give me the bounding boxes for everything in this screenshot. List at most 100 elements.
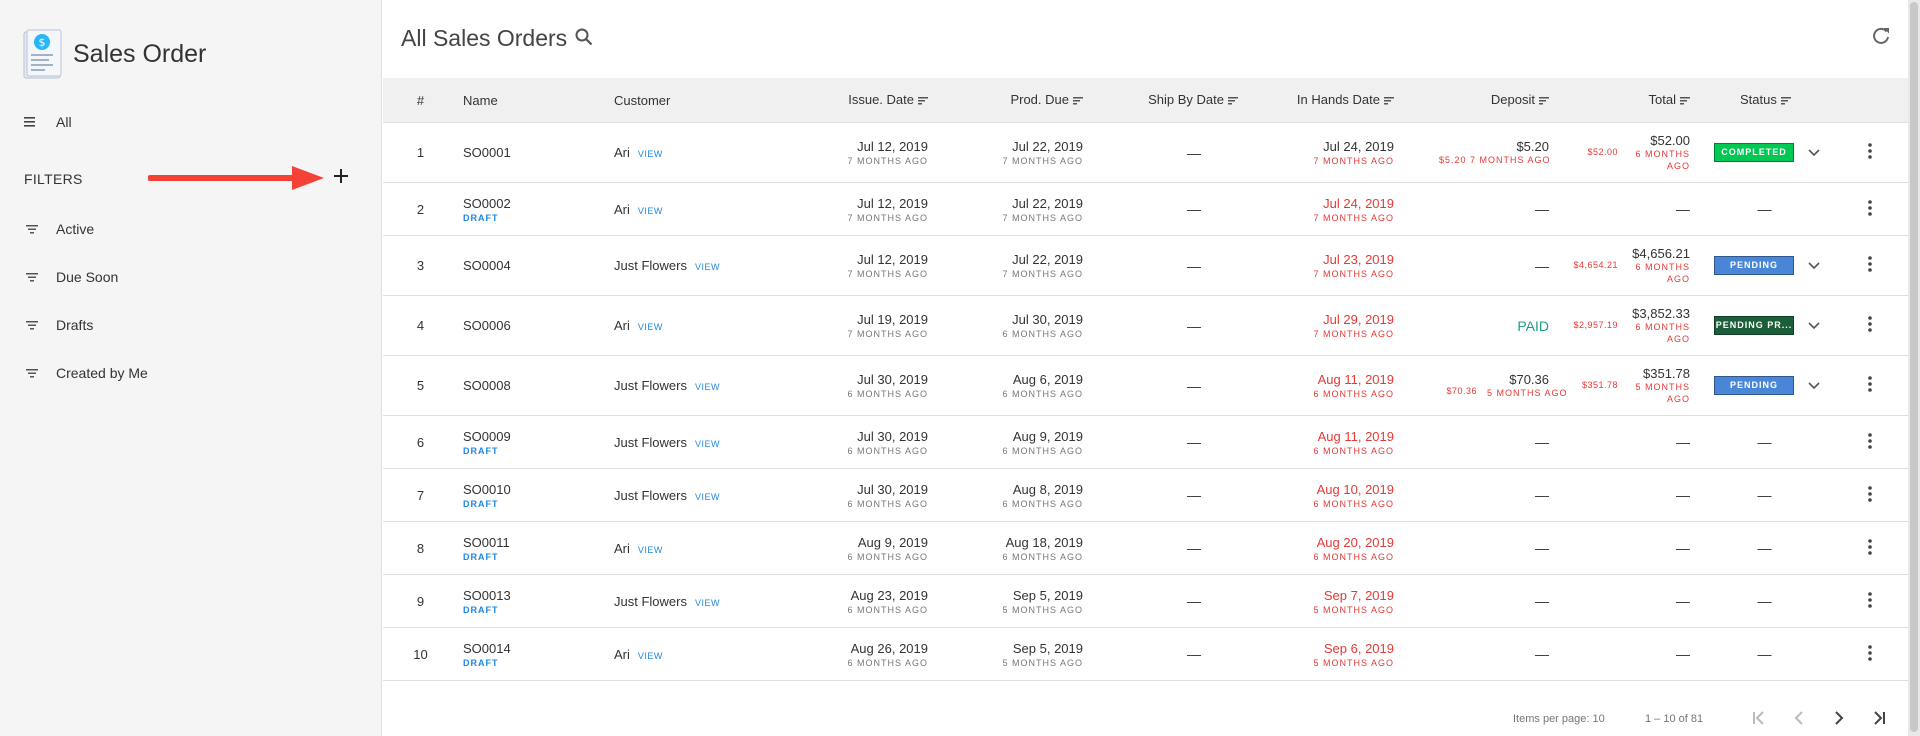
- order-name-cell[interactable]: SO0013 DRAFT: [458, 588, 614, 615]
- table-row[interactable]: 8 SO0011 DRAFT Ari VIEW Aug 9, 2019 6 MONTHS A…: [383, 522, 1908, 575]
- search-icon[interactable]: [575, 28, 593, 51]
- more-vert-icon[interactable]: [1868, 485, 1872, 505]
- status-cell: —: [1690, 434, 1820, 450]
- view-customer-link[interactable]: VIEW: [637, 322, 663, 332]
- col-header-issue-date[interactable]: Issue. Date: [804, 92, 928, 108]
- order-name-cell[interactable]: SO0011 DRAFT: [458, 535, 614, 562]
- last-page-icon[interactable]: [1870, 709, 1888, 730]
- col-header-total[interactable]: Total: [1549, 92, 1690, 108]
- more-vert-icon[interactable]: [1868, 199, 1872, 219]
- scrollbar[interactable]: [1908, 0, 1920, 736]
- status-badge[interactable]: PENDING PR...: [1714, 316, 1794, 335]
- row-actions: [1820, 644, 1900, 664]
- in-hands-date: Aug 11, 2019: [1317, 372, 1394, 387]
- col-header-customer[interactable]: Customer: [614, 92, 671, 108]
- view-customer-link[interactable]: VIEW: [637, 149, 663, 159]
- col-header-in-hands[interactable]: In Hands Date: [1238, 92, 1394, 108]
- ship-by-date: —: [1187, 201, 1201, 217]
- customer-cell: Ari VIEW: [614, 145, 804, 160]
- col-header-label: Deposit: [1490, 91, 1535, 107]
- sidebar-filter-created-by-me[interactable]: Created by Me: [26, 365, 148, 381]
- more-vert-icon[interactable]: [1868, 316, 1872, 335]
- table-row[interactable]: 5 SO0008 Just Flowers VIEW Jul 30, 2019 6 MON…: [383, 356, 1908, 416]
- sidebar-item-all[interactable]: All: [24, 114, 72, 130]
- issue-date: Aug 9, 2019: [857, 534, 928, 550]
- customer-cell: Just Flowers VIEW: [614, 435, 804, 450]
- more-vert-icon[interactable]: [1868, 538, 1872, 558]
- view-customer-link[interactable]: VIEW: [637, 205, 663, 216]
- more-vert-icon[interactable]: [1868, 432, 1872, 452]
- view-customer-link[interactable]: VIEW: [694, 262, 720, 272]
- more-vert-icon[interactable]: [1868, 591, 1872, 611]
- table-row[interactable]: 1 SO0001 Ari VIEW Jul 12, 2019 7 MONTHS AGO Ju…: [383, 123, 1908, 183]
- more-vert-icon[interactable]: [1868, 376, 1872, 395]
- sidebar-filter-due-soon[interactable]: Due Soon: [26, 269, 118, 285]
- row-number: 10: [413, 646, 428, 662]
- view-customer-link[interactable]: VIEW: [694, 438, 720, 449]
- in-hands-ago: 6 MONTHS AGO: [1313, 498, 1394, 509]
- add-filter-button[interactable]: [329, 166, 353, 190]
- in-hands-cell: Jul 24, 2019 7 MONTHS AGO: [1238, 196, 1394, 223]
- view-customer-link[interactable]: VIEW: [637, 544, 663, 555]
- refresh-icon[interactable]: [1871, 26, 1891, 51]
- col-header-name[interactable]: Name: [463, 92, 498, 108]
- sidebar-filter-drafts[interactable]: Drafts: [26, 317, 93, 333]
- order-name-cell[interactable]: SO0014 DRAFT: [458, 641, 614, 668]
- order-name-cell[interactable]: SO0001: [458, 145, 614, 160]
- status-badge[interactable]: PENDING: [1714, 256, 1794, 275]
- view-customer-link[interactable]: VIEW: [637, 650, 663, 661]
- col-header-ship-by[interactable]: Ship By Date: [1083, 92, 1238, 108]
- table-row[interactable]: 3 SO0004 Just Flowers VIEW Jul 12, 2019 7 MON…: [383, 236, 1908, 296]
- total-amount: $351.78: [1643, 366, 1690, 381]
- more-vert-icon[interactable]: [1868, 143, 1872, 162]
- table-row[interactable]: 10 SO0014 DRAFT Ari VIEW Aug 26, 2019 6 MONTHS…: [383, 628, 1908, 681]
- view-customer-link[interactable]: VIEW: [694, 382, 720, 392]
- ship-by-cell: —: [1083, 145, 1238, 161]
- next-page-icon[interactable]: [1830, 709, 1848, 730]
- chevron-down-icon[interactable]: [1808, 258, 1820, 273]
- more-vert-icon[interactable]: [1868, 644, 1872, 664]
- table-row[interactable]: 6 SO0009 DRAFT Just Flowers VIEW Jul 30, 2019…: [383, 416, 1908, 469]
- table-row[interactable]: 4 SO0006 Ari VIEW Jul 19, 2019 7 MONTHS AGO Ju…: [383, 296, 1908, 356]
- chevron-down-icon[interactable]: [1808, 318, 1820, 333]
- table-body: 1 SO0001 Ari VIEW Jul 12, 2019 7 MONTHS AGO Ju…: [383, 123, 1908, 681]
- order-name: SO0006: [463, 318, 511, 333]
- first-page-icon[interactable]: [1750, 709, 1768, 730]
- deposit-empty: —: [1535, 593, 1549, 609]
- col-header-deposit[interactable]: Deposit: [1394, 92, 1549, 108]
- more-vert-icon[interactable]: [1868, 256, 1872, 275]
- order-name-cell[interactable]: SO0002 DRAFT: [458, 196, 614, 223]
- order-name-cell[interactable]: SO0004: [458, 258, 614, 273]
- status-badge[interactable]: PENDING: [1714, 376, 1794, 395]
- col-header-prod-due[interactable]: Prod. Due: [928, 92, 1083, 108]
- deposit-cell: —: [1394, 646, 1549, 662]
- chevron-down-icon[interactable]: [1808, 378, 1820, 393]
- customer-cell: Just Flowers VIEW: [614, 258, 804, 273]
- filter-label: Created by Me: [56, 365, 148, 381]
- sidebar-filter-active[interactable]: Active: [26, 221, 94, 237]
- sidebar-item-label: All: [56, 114, 72, 130]
- col-header-status[interactable]: Status: [1690, 92, 1820, 108]
- view-customer-link[interactable]: VIEW: [694, 597, 720, 608]
- order-name: SO0009: [463, 428, 511, 444]
- order-name: SO0010: [463, 481, 511, 497]
- in-hands-cell: Jul 29, 2019 7 MONTHS AGO: [1238, 312, 1394, 339]
- order-name-cell[interactable]: SO0009 DRAFT: [458, 429, 614, 456]
- order-name-cell[interactable]: SO0010 DRAFT: [458, 482, 614, 509]
- view-customer-link[interactable]: VIEW: [694, 491, 720, 502]
- table-row[interactable]: 7 SO0010 DRAFT Just Flowers VIEW Jul 30, 2019…: [383, 469, 1908, 522]
- items-per-page-label[interactable]: Items per page: 10: [1513, 713, 1605, 725]
- chevron-down-icon[interactable]: [1808, 145, 1820, 160]
- order-name-cell[interactable]: SO0006: [458, 318, 614, 333]
- row-number: 3: [416, 258, 425, 273]
- prev-page-icon[interactable]: [1790, 709, 1808, 730]
- list-icon: [24, 114, 36, 130]
- status-badge[interactable]: COMPLETED: [1714, 143, 1794, 162]
- order-name-cell[interactable]: SO0008: [458, 378, 614, 393]
- table-row[interactable]: 9 SO0013 DRAFT Just Flowers VIEW Aug 23, 2019…: [383, 575, 1908, 628]
- prod-due-cell: Jul 22, 2019 7 MONTHS AGO: [928, 252, 1083, 279]
- customer-name: Just Flowers: [614, 593, 687, 609]
- scrollbar-thumb[interactable]: [1910, 2, 1918, 732]
- status-empty: —: [1757, 487, 1772, 503]
- table-row[interactable]: 2 SO0002 DRAFT Ari VIEW Jul 12, 2019 7 MONTHS …: [383, 183, 1908, 236]
